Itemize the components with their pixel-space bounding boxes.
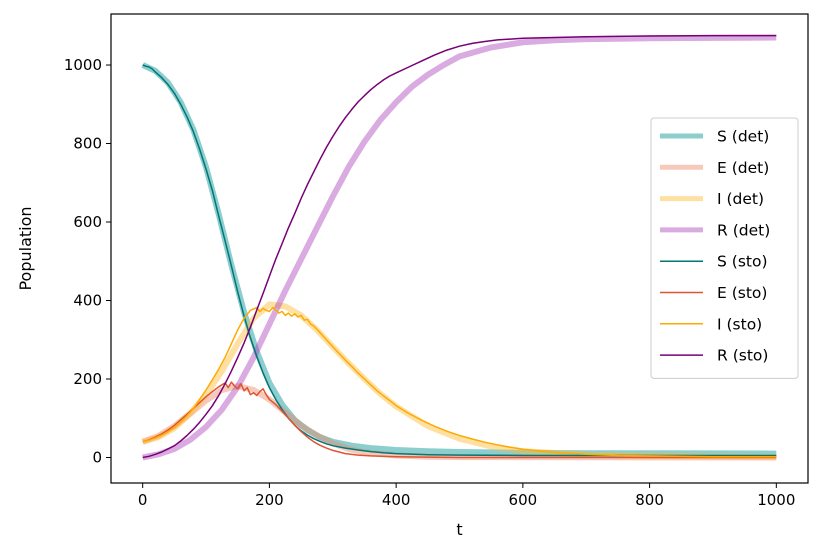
y-tick-label: 200 — [73, 370, 102, 388]
ticks-layer: 0 200 400 600 800 1000 0 200 400 600 800 1000 — [64, 56, 796, 509]
plot-frame — [110, 13, 809, 484]
legend-label: S (sto) — [717, 253, 768, 271]
legend-label: E (det) — [717, 159, 769, 177]
x-tick-label: 400 — [382, 491, 411, 509]
series-layer — [141, 34, 777, 461]
series-line-i-sto — [142, 306, 777, 458]
x-tick-label: 200 — [255, 491, 284, 509]
y-tick-label: 600 — [73, 213, 102, 231]
legend-label: R (sto) — [717, 347, 768, 365]
y-axis-label: Population — [16, 206, 35, 290]
legend: S (det) E (det) I (det) R (det) S (sto) E (st… — [650, 117, 799, 379]
y-tick-label: 0 — [92, 448, 102, 466]
legend-label: I (det) — [717, 190, 764, 208]
x-axis-label: t — [456, 520, 462, 539]
legend-label: S (det) — [717, 128, 769, 146]
series-line-r-sto — [142, 34, 777, 459]
x-tick-label: 0 — [138, 491, 148, 509]
y-tick-label: 800 — [73, 135, 102, 153]
legend-box — [650, 117, 799, 379]
x-tick-label: 600 — [509, 491, 538, 509]
series-line-r-det — [142, 34, 777, 461]
y-tick-label: 400 — [73, 292, 102, 310]
series-line-e-sto — [142, 381, 777, 459]
legend-label: E (sto) — [717, 284, 767, 302]
series-line-s-sto — [142, 64, 777, 457]
x-tick-label: 800 — [635, 491, 664, 509]
legend-label: R (det) — [717, 221, 770, 239]
series-line-e-det — [141, 383, 777, 461]
x-tick-label: 1000 — [757, 491, 795, 509]
legend-label: I (sto) — [717, 315, 762, 333]
y-tick-label: 1000 — [64, 56, 102, 74]
